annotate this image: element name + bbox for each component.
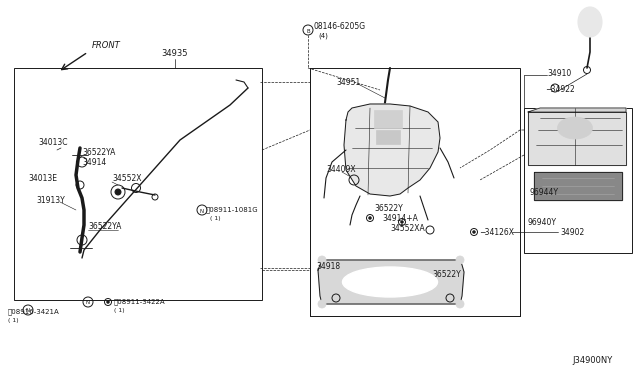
Text: N: N bbox=[86, 301, 90, 305]
Text: 34409X: 34409X bbox=[326, 165, 356, 174]
Polygon shape bbox=[534, 172, 622, 200]
Text: 34552X: 34552X bbox=[112, 174, 141, 183]
Text: ⓝ08911-1081G: ⓝ08911-1081G bbox=[206, 206, 259, 213]
Bar bbox=[310, 68, 520, 316]
Circle shape bbox=[107, 301, 109, 303]
Bar bbox=[14, 68, 262, 300]
Text: J34900NY: J34900NY bbox=[572, 356, 612, 365]
Ellipse shape bbox=[342, 267, 438, 297]
Polygon shape bbox=[318, 260, 464, 304]
Ellipse shape bbox=[318, 256, 326, 264]
Text: 96944Y: 96944Y bbox=[530, 188, 559, 197]
Circle shape bbox=[369, 217, 371, 219]
Text: N: N bbox=[200, 208, 204, 214]
Text: ( 1): ( 1) bbox=[8, 318, 19, 323]
Bar bbox=[376, 130, 400, 144]
Circle shape bbox=[115, 189, 121, 195]
Circle shape bbox=[401, 221, 403, 223]
Ellipse shape bbox=[557, 117, 593, 139]
Bar bbox=[524, 108, 632, 253]
Ellipse shape bbox=[578, 7, 602, 37]
Text: B: B bbox=[306, 29, 310, 33]
Text: 96940Y: 96940Y bbox=[528, 218, 557, 227]
Text: ─34922: ─34922 bbox=[546, 85, 575, 94]
Text: 34013E: 34013E bbox=[28, 174, 57, 183]
Text: 34552XA: 34552XA bbox=[390, 224, 425, 233]
Polygon shape bbox=[344, 104, 440, 196]
Text: ⓝ08916-3421A: ⓝ08916-3421A bbox=[8, 308, 60, 315]
Text: 36522Y: 36522Y bbox=[432, 270, 461, 279]
Text: 34951: 34951 bbox=[336, 78, 360, 87]
Text: 34914+A: 34914+A bbox=[382, 214, 418, 223]
Text: ( 1): ( 1) bbox=[114, 308, 125, 313]
Text: ⓝ08911-3422A: ⓝ08911-3422A bbox=[114, 298, 166, 305]
Ellipse shape bbox=[456, 256, 464, 264]
Ellipse shape bbox=[318, 300, 326, 308]
Polygon shape bbox=[528, 108, 626, 112]
Text: 08146-6205G: 08146-6205G bbox=[314, 22, 366, 31]
Text: 34902: 34902 bbox=[560, 228, 584, 237]
Bar bbox=[56, 170, 66, 184]
Circle shape bbox=[473, 231, 476, 233]
Text: 36522Y: 36522Y bbox=[374, 204, 403, 213]
Text: 31913Y: 31913Y bbox=[36, 196, 65, 205]
Text: 34013C: 34013C bbox=[38, 138, 67, 147]
Text: 34935: 34935 bbox=[162, 49, 188, 58]
Text: 34918: 34918 bbox=[316, 262, 340, 271]
Text: ─34126X: ─34126X bbox=[480, 228, 514, 237]
Text: 36522YA: 36522YA bbox=[88, 222, 122, 231]
Polygon shape bbox=[528, 112, 626, 165]
Ellipse shape bbox=[456, 300, 464, 308]
Text: N: N bbox=[26, 308, 30, 314]
Text: 34910: 34910 bbox=[547, 69, 572, 78]
Text: 34914: 34914 bbox=[82, 158, 106, 167]
Text: (4): (4) bbox=[318, 32, 328, 38]
Text: FRONT: FRONT bbox=[92, 41, 121, 50]
Text: 36522YA: 36522YA bbox=[82, 148, 115, 157]
Text: ( 1): ( 1) bbox=[210, 216, 221, 221]
Bar bbox=[374, 110, 402, 128]
